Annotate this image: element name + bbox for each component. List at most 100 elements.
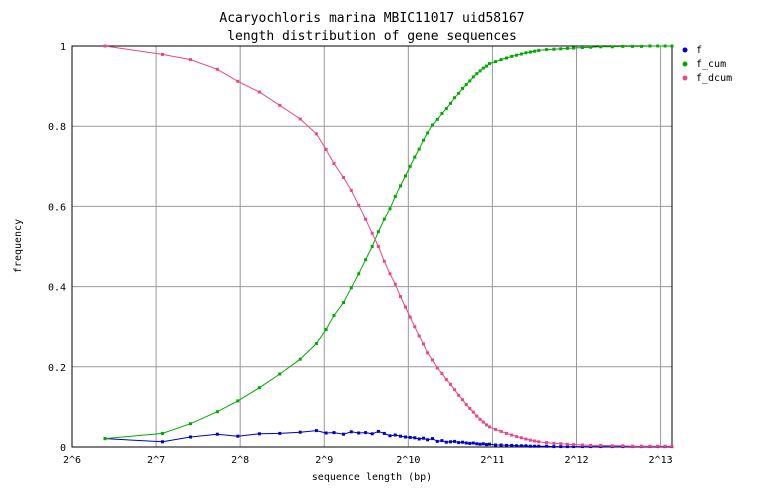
data-point — [236, 79, 240, 83]
x-axis-label: sequence length (bp) — [312, 472, 432, 483]
data-point — [417, 437, 421, 441]
data-point — [215, 410, 219, 414]
data-point — [475, 414, 479, 418]
data-point — [565, 445, 569, 449]
data-point — [488, 442, 491, 446]
data-point — [580, 46, 584, 50]
data-point — [324, 328, 328, 331]
data-point — [370, 231, 374, 235]
data-point — [610, 45, 614, 49]
data-point — [481, 420, 485, 424]
y-tick-label: 0.8 — [48, 122, 66, 133]
legend-entry: f — [696, 45, 702, 56]
legend-marker — [682, 75, 688, 81]
data-point — [478, 417, 482, 421]
data-point — [537, 440, 541, 444]
data-point — [537, 48, 541, 52]
data-point — [468, 407, 472, 410]
data-point — [494, 60, 497, 64]
data-point — [413, 325, 417, 329]
data-point — [494, 443, 497, 447]
data-point — [559, 445, 563, 449]
data-point — [431, 123, 434, 127]
data-point — [461, 87, 464, 90]
data-point — [404, 435, 407, 439]
data-point — [417, 334, 421, 338]
data-point — [393, 433, 397, 437]
data-point — [393, 282, 397, 286]
data-point — [505, 56, 508, 60]
data-point — [580, 445, 584, 449]
data-point — [552, 445, 556, 449]
plot-frame — [71, 45, 673, 448]
series-line — [104, 45, 672, 447]
x-tick-label: 2^8 — [231, 455, 249, 466]
y-tick-label: 0.4 — [48, 283, 66, 294]
data-point — [552, 441, 556, 445]
data-point — [444, 440, 448, 444]
y-tick-label: 1 — [60, 42, 66, 53]
series-line — [104, 45, 672, 440]
data-point — [545, 441, 549, 445]
data-point — [422, 342, 425, 346]
data-point — [399, 295, 402, 299]
data-point — [656, 444, 660, 448]
data-point — [324, 148, 328, 151]
data-point — [413, 436, 417, 440]
x-tick-label: 2^9 — [315, 455, 333, 466]
data-point — [533, 444, 537, 448]
x-tick-label: 2^7 — [147, 455, 165, 466]
data-point — [478, 69, 482, 73]
data-point — [524, 51, 528, 55]
data-point — [478, 442, 482, 446]
data-point — [364, 258, 368, 262]
data-point — [610, 444, 614, 448]
data-point — [314, 429, 318, 433]
data-point — [324, 431, 328, 435]
data-point — [161, 52, 164, 56]
series-f-dcum — [103, 44, 674, 448]
data-point — [537, 444, 541, 448]
data-point — [426, 351, 430, 355]
data-point — [471, 441, 475, 445]
y-tick-label: 0.2 — [48, 363, 66, 374]
data-point — [440, 372, 444, 376]
data-point — [485, 443, 488, 447]
data-point — [572, 46, 576, 50]
data-point — [599, 45, 603, 49]
data-point — [417, 147, 421, 151]
data-point — [519, 444, 523, 448]
data-point — [528, 444, 532, 448]
data-point — [457, 393, 461, 397]
data-point — [670, 44, 674, 48]
data-point — [236, 434, 240, 438]
series-line — [104, 430, 672, 448]
x-tick-label: 2^12 — [564, 455, 588, 466]
data-point — [388, 272, 392, 276]
data-point — [236, 399, 240, 403]
data-point — [449, 101, 452, 105]
data-point — [510, 433, 514, 437]
data-point — [449, 382, 452, 386]
data-point — [298, 357, 302, 361]
data-point — [298, 430, 302, 434]
data-point — [485, 64, 488, 68]
y-ticks: 0 0.2 0.4 0.6 0.8 1 — [48, 42, 66, 454]
data-point — [364, 431, 368, 435]
data-point — [431, 358, 434, 362]
data-point — [314, 132, 318, 136]
data-point — [435, 117, 439, 121]
data-point — [457, 91, 461, 95]
data-point — [505, 431, 508, 435]
data-point — [488, 62, 491, 66]
data-point — [631, 44, 634, 48]
series-f-cum — [103, 44, 674, 441]
data-point — [589, 45, 593, 49]
x-ticks: 2^6 2^7 2^8 2^9 2^10 2^11 2^12 2^13 — [63, 455, 673, 466]
data-point — [189, 435, 192, 439]
data-point — [370, 432, 374, 436]
data-point — [457, 441, 461, 445]
data-point — [565, 442, 569, 446]
data-point — [278, 103, 282, 107]
data-point — [408, 315, 412, 319]
